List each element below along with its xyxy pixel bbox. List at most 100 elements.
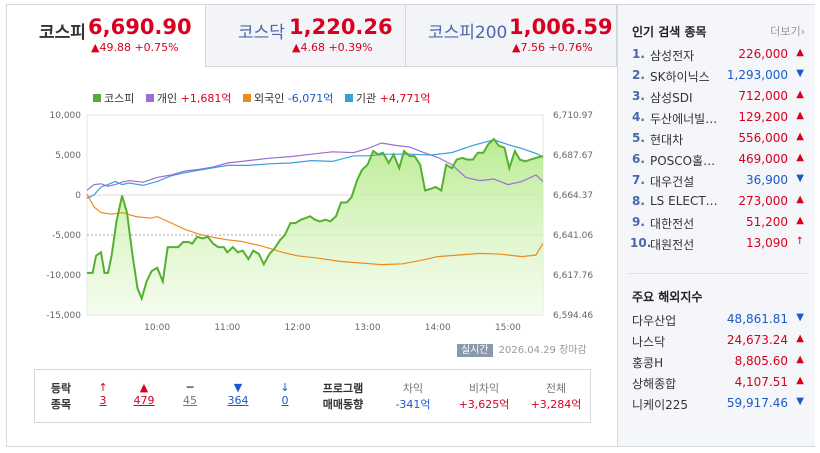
rank: 8.	[632, 194, 645, 208]
stock-price: 226,000	[738, 47, 788, 61]
divider	[628, 273, 808, 274]
legend-item-kospi: 코스피	[93, 90, 134, 106]
total-head: 전체	[545, 382, 567, 395]
kospi-line	[87, 137, 544, 302]
right-tick-label: 6,617.76	[553, 271, 593, 281]
world-index-item[interactable]: 홍콩H 8,805.60 ▲	[632, 354, 808, 374]
more-link[interactable]: 더보기›	[770, 23, 805, 39]
stock-price: 273,000	[738, 194, 788, 208]
index-price: 24,673.24	[726, 333, 788, 347]
world-index-item[interactable]: 다우산업 48,861.81 ▼	[632, 312, 808, 332]
right-tick-label: 6,664.37	[553, 191, 593, 201]
left-tick-label: 5,000	[55, 151, 81, 161]
up-arrow-icon: ▲	[796, 47, 804, 58]
program-non-arbitrage: 비차익 +3,625억	[453, 381, 515, 413]
tab-name: 코스피	[39, 23, 86, 43]
popular-item[interactable]: 8. LS ELECT… 273,000 ▲	[632, 194, 808, 214]
popular-item[interactable]: 4. 두산에너빌… 129,200 ▲	[632, 110, 808, 130]
x-tick-label: 15:00	[495, 323, 521, 333]
up-arrow-icon: ▲	[796, 194, 804, 205]
program-label: 프로그램 매매동향	[317, 381, 369, 413]
stock-price: 129,200	[738, 110, 788, 124]
world-index-item[interactable]: 나스닥 24,673.24 ▲	[632, 333, 808, 353]
index-name: 나스닥	[632, 335, 666, 349]
tab-kospi[interactable]: 코스피 6,690.90 ▲49.88 +0.75%	[7, 5, 206, 67]
popular-item[interactable]: 9. 대한전선 51,200 ▲	[632, 215, 808, 235]
realtime-badge[interactable]: 실시간	[457, 344, 493, 357]
stock-price: 36,900	[746, 173, 788, 187]
popular-item[interactable]: 10. 대원전선 13,090 ↑	[630, 236, 808, 256]
breadth-upper-limit: ↑ 3	[91, 381, 115, 407]
more-label: 더보기	[770, 25, 801, 38]
unchanged-icon: ━	[186, 381, 194, 394]
tab-kosdaq[interactable]: 코스닥 1,220.26 ▲4.68 +0.39%	[206, 5, 406, 67]
up-arrow-icon: ▲	[796, 375, 804, 386]
x-tick-label: 10:00	[144, 323, 170, 333]
legend-swatch	[145, 94, 154, 102]
tab-change: ▲7.56 +0.76%	[512, 41, 593, 54]
popular-item[interactable]: 5. 현대차 556,000 ▲	[632, 131, 808, 151]
lower-limit-count[interactable]: 0	[281, 394, 289, 407]
index-tabs: 코스피 6,690.90 ▲49.88 +0.75% 코스닥 1,220.26 …	[7, 5, 617, 67]
chart-legend: 코스피 개인 +1,681억 외국인 -6,071억 기관 +4,771억	[93, 90, 439, 106]
popular-item[interactable]: 6. POSCO홀… 469,000 ▲	[632, 152, 808, 172]
rank: 2.	[632, 68, 645, 82]
world-index-item[interactable]: 니케이225 59,917.46 ▼	[632, 396, 808, 416]
tab-change: ▲4.68 +0.39%	[292, 41, 373, 54]
left-tick-label: -5,000	[52, 231, 81, 241]
up-arrow-icon: ▲	[796, 152, 804, 163]
legend-label: 기관	[355, 92, 377, 105]
tab-change: ▲49.88 +0.75%	[91, 41, 179, 54]
breadth-unchanged: ━ 45	[178, 381, 202, 407]
popular-item[interactable]: 7. 대우건설 36,900 ▼	[632, 173, 808, 193]
rank: 7.	[632, 173, 645, 187]
kospi-area	[87, 139, 543, 315]
chevron-right-icon: ›	[800, 25, 805, 38]
market-breadth-box: 등락 종목 ↑ 3 ▲ 479 ━ 45 ▼ 364 ↓ 0 프로그램 매매동향…	[34, 369, 591, 423]
legend-value: +4,771억	[379, 92, 431, 105]
right-tick-label: 6,641.06	[553, 231, 593, 241]
series-line	[86, 139, 544, 199]
non-arbitrage-head: 비차익	[468, 382, 500, 395]
stock-price: 1,293,000	[726, 68, 788, 82]
rise-count[interactable]: 479	[133, 394, 155, 407]
legend-swatch	[242, 94, 251, 102]
stock-name: 대한전선	[650, 217, 695, 231]
legend-swatch	[344, 94, 353, 102]
popular-item[interactable]: 1. 삼성전자 226,000 ▲	[632, 47, 808, 67]
tab-name: 코스피200	[428, 23, 508, 43]
popular-item[interactable]: 2. SK하이닉스 1,293,000 ▼	[632, 68, 808, 88]
world-index-item[interactable]: 상해종합 4,107.51 ▲	[632, 375, 808, 395]
stock-price: 556,000	[738, 131, 788, 145]
chart-date: 2026.04.29	[498, 345, 556, 356]
breadth-lower-limit: ↓ 0	[273, 381, 297, 407]
stock-price: 51,200	[746, 215, 788, 229]
index-price: 59,917.46	[726, 396, 788, 410]
upper-limit-count[interactable]: 3	[99, 394, 107, 407]
market-status: 장마감	[559, 345, 587, 356]
breadth-fall: ▼ 364	[223, 381, 253, 407]
up-arrow-icon: ▲	[796, 354, 804, 365]
rank: 9.	[632, 215, 645, 229]
popular-item[interactable]: 3. 삼성SDI 712,000 ▲	[632, 89, 808, 109]
rank: 10.	[630, 236, 652, 250]
legend-value: +1,681억	[180, 92, 232, 105]
down-arrow-icon: ▼	[796, 312, 804, 323]
world-title: 주요 해외지수	[632, 290, 703, 304]
fall-count[interactable]: 364	[227, 394, 249, 407]
tab-name: 코스닥	[238, 23, 285, 43]
index-price: 4,107.51	[734, 375, 788, 389]
index-name: 홍콩H	[632, 356, 664, 370]
program-label-1: 프로그램	[322, 382, 364, 395]
breadth-label-1: 등락	[50, 382, 72, 395]
unchanged-count[interactable]: 45	[183, 394, 197, 407]
legend-swatch	[93, 94, 101, 102]
legend-item-foreign: 외국인 -6,071억	[242, 90, 333, 106]
stock-price: 712,000	[738, 89, 788, 103]
intraday-chart: 10,000 5,000 0 -5,000 -10,000 -15,000 6,710.97…	[46, 111, 593, 333]
program-label-2: 매매동향	[322, 398, 364, 411]
left-tick-label: -15,000	[46, 311, 81, 321]
tab-kospi200[interactable]: 코스피200 1,006.59 ▲7.56 +0.76%	[406, 5, 617, 67]
stock-name: LS ELECT…	[650, 194, 718, 208]
stock-name: 삼성전자	[650, 49, 695, 63]
